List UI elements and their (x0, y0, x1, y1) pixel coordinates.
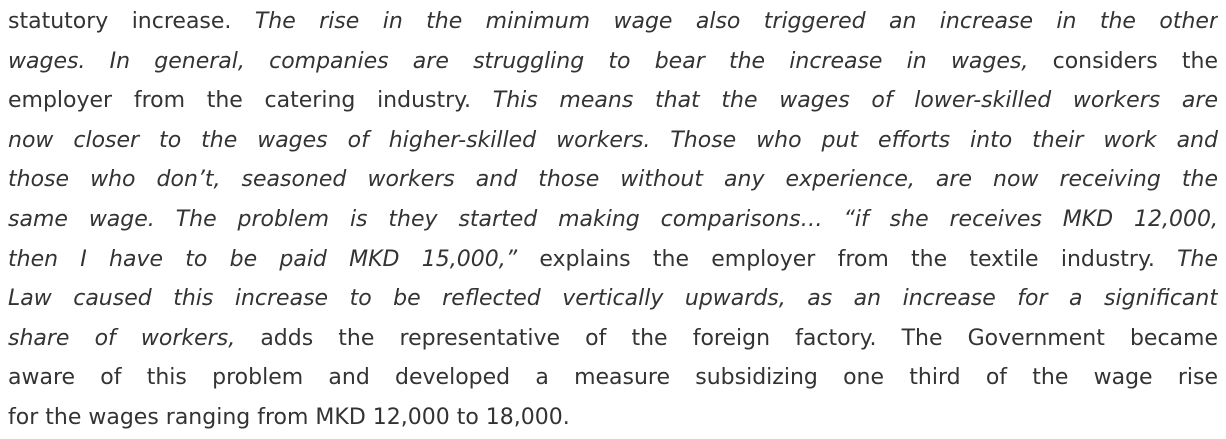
body-text: employer from the catering industry. (8, 88, 472, 114)
text-line: for the wages ranging from MKD 12,000 to… (8, 398, 1218, 438)
body-text: considers the (1052, 48, 1218, 74)
quote-text: Law caused this increase to be reflected… (8, 286, 1218, 312)
body-text: aware of this problem and developed a me… (8, 365, 1218, 391)
text-line: statutory increase. The rise in the mini… (8, 2, 1218, 42)
quote-text: same wage. The problem is they started m… (8, 206, 1218, 232)
text-line: share of workers, adds the representativ… (8, 319, 1218, 359)
quote-text: those who don’t, seasoned workers and th… (8, 167, 1218, 193)
quote-text: now closer to the wages of higher-skille… (8, 127, 1218, 153)
body-text: for the wages ranging from MKD 12,000 to… (8, 404, 570, 430)
quote-text: wages. In general, companies are struggl… (8, 48, 1029, 74)
text-line: wages. In general, companies are struggl… (8, 42, 1218, 82)
text-line: same wage. The problem is they started m… (8, 200, 1218, 240)
quote-text: then I have to be paid MKD 15,000,” (8, 246, 518, 272)
body-text: adds the representative of the foreign f… (260, 325, 1218, 351)
text-line: those who don’t, seasoned workers and th… (8, 160, 1218, 200)
body-text: explains the employer from the textile i… (539, 246, 1155, 272)
quote-text: share of workers, (8, 325, 236, 351)
text-line: Law caused this increase to be reflected… (8, 279, 1218, 319)
text-line: then I have to be paid MKD 15,000,” expl… (8, 240, 1218, 280)
body-text: statutory increase. (8, 9, 232, 34)
quote-text: The (1177, 246, 1218, 272)
text-line: employer from the catering industry. Thi… (8, 81, 1218, 121)
quote-text: The rise in the minimum wage also trigge… (254, 9, 1218, 34)
quote-text: This means that the wages of lower-skill… (492, 88, 1218, 114)
text-line: aware of this problem and developed a me… (8, 358, 1218, 398)
text-line: now closer to the wages of higher-skille… (8, 121, 1218, 161)
